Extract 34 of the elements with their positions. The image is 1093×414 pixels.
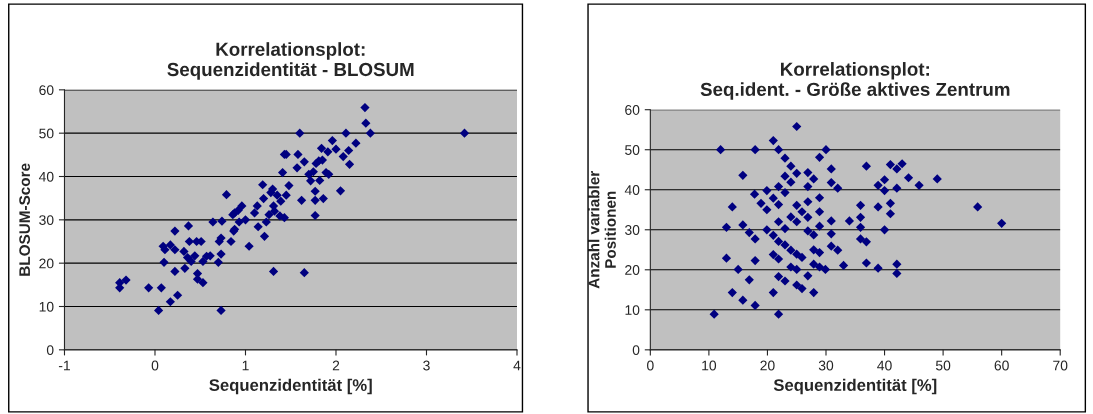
x-tick-label: 0 (151, 360, 159, 371)
x-tick-label: 70 (1053, 360, 1068, 371)
y-tick-label: 30 (625, 225, 640, 235)
chart-title: Korrelationsplot: Sequenzidentität - BLOSUM (167, 42, 414, 80)
x-tick-label: 1 (242, 360, 249, 371)
x-tick-label: 3 (423, 360, 430, 371)
chart-title: Korrelationsplot: Seq.ident. - Größe aktives Zentrum (700, 62, 1010, 100)
y-tick-label: 40 (624, 185, 640, 195)
x-axis-title: Sequenzidentität [%] (773, 378, 937, 395)
y-tick-label: 30 (39, 215, 54, 225)
x-axis-title: Sequenzidentität [%] (209, 378, 372, 395)
x-tick-label: 50 (935, 360, 951, 371)
y-tick-label: 40 (38, 171, 54, 182)
x-tick-label: 20 (760, 360, 775, 371)
y-tick-label: 20 (39, 258, 54, 269)
y-tick-label: 0 (46, 345, 54, 355)
y-axis-title: Anzahl variabler Positionen (588, 170, 616, 289)
x-tick-label: 0 (647, 360, 654, 371)
x-tick-label: -1 (58, 360, 70, 371)
y-tick-label: 60 (625, 105, 640, 115)
y-tick-label: 50 (625, 145, 640, 155)
x-tick-label: 30 (818, 360, 834, 371)
x-tick-label: 4 (513, 360, 521, 371)
x-tick-label: 60 (994, 360, 1009, 371)
x-tick-label: 40 (877, 360, 892, 371)
y-tick-label: 0 (632, 345, 640, 355)
x-tick-label: 10 (702, 360, 717, 371)
y-tick-label: 10 (625, 305, 640, 315)
y-tick-label: 60 (39, 85, 54, 96)
x-tick-label: 2 (332, 360, 340, 371)
y-tick-label: 50 (39, 128, 54, 139)
y-tick-label: 20 (625, 265, 640, 275)
y-tick-label: 10 (39, 301, 54, 312)
y-axis-title: BLOSUM-Score (19, 163, 31, 276)
